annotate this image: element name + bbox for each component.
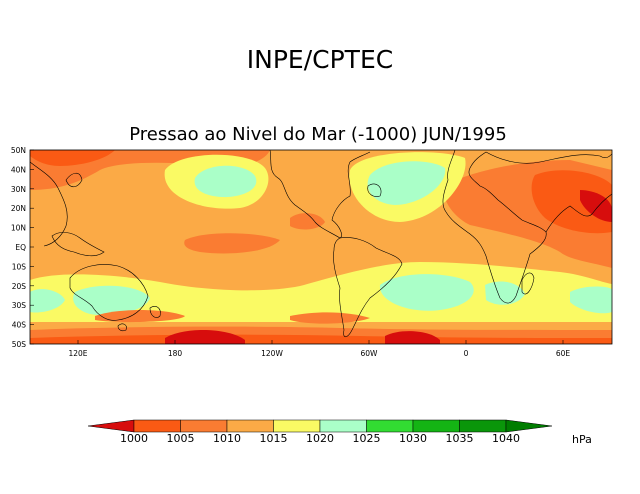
- pressure-map: 50N 40N 30N 20N 10N EQ 10S 20S 30S 40S 5…: [11, 146, 613, 358]
- legend-unit: hPa: [572, 433, 592, 446]
- lat-label: 10S: [12, 262, 27, 271]
- lat-label: 30S: [12, 301, 27, 310]
- legend-label: 1020: [306, 432, 334, 445]
- lat-label: 50N: [11, 146, 26, 155]
- coastlines: [30, 150, 612, 338]
- legend-swatch: [273, 419, 321, 433]
- page-title: INPE/CPTEC: [247, 45, 393, 74]
- florida-outline: [367, 183, 382, 197]
- legend-swatch: [319, 419, 367, 433]
- legend-label: 1015: [260, 432, 288, 445]
- field-chile-low: [290, 312, 370, 324]
- lat-label: 30N: [11, 185, 26, 194]
- south-asia-coast: [545, 193, 612, 233]
- legend-label: 1010: [213, 432, 241, 445]
- field-tasman-low: [95, 310, 185, 323]
- legend-swatch: [412, 419, 460, 433]
- legend-label: 1040: [492, 432, 520, 445]
- field-africa-high: [485, 281, 525, 305]
- australia-coast: [69, 264, 149, 321]
- legend-swatch: [87, 419, 135, 433]
- legend-swatch: [226, 419, 274, 433]
- field-equatorial-low: [184, 233, 280, 254]
- lat-label: 40S: [12, 321, 27, 330]
- field-azores-high-core: [367, 161, 446, 205]
- pressure-fields: [30, 150, 612, 344]
- field-south-high-west: [30, 289, 65, 313]
- lon-label: 60E: [556, 349, 571, 358]
- longitude-axis: 120E 180 120W 60W 0 60E: [68, 340, 570, 358]
- field-asia-low-core: [531, 170, 612, 234]
- legend-swatch: [459, 419, 507, 433]
- field-mexico-low: [290, 213, 325, 230]
- field-north-low-core: [30, 150, 115, 166]
- lat-label: 40N: [11, 165, 26, 174]
- field-south-pacific-deep-low: [165, 329, 245, 344]
- field-south-indian-high: [570, 286, 612, 314]
- madagascar-outline: [521, 272, 535, 295]
- legend-label: 1005: [167, 432, 195, 445]
- japan-outline: [65, 172, 83, 188]
- lon-label: 180: [168, 349, 183, 358]
- field-south-ridge: [30, 262, 612, 322]
- lat-label: 10N: [11, 224, 26, 233]
- maritime-islands: [51, 232, 105, 257]
- lat-label: 20S: [12, 282, 27, 291]
- color-legend: 1000 1005 1010 1015 1020 1025 1030 1035 …: [87, 419, 592, 446]
- legend-label: 1000: [120, 432, 148, 445]
- lon-label: 120W: [261, 349, 283, 358]
- africa-europe-coast: [442, 150, 547, 304]
- field-asia-deep-low: [580, 190, 612, 222]
- lon-label: 120E: [68, 349, 87, 358]
- tasmania-outline: [117, 323, 127, 332]
- legend-label: 1030: [399, 432, 427, 445]
- legend-swatch: [180, 419, 228, 433]
- lat-label: EQ: [15, 243, 26, 252]
- field-south-atlantic-deep-low: [385, 331, 440, 344]
- lat-label: 20N: [11, 204, 26, 213]
- legend-swatch: [505, 419, 553, 433]
- lon-label: 60W: [361, 349, 379, 358]
- legend-swatch: [133, 419, 181, 433]
- legend-label: 1025: [353, 432, 381, 445]
- new-zealand-outline: [149, 306, 161, 318]
- south-america-coast: [333, 237, 403, 338]
- east-asia-coast: [30, 161, 68, 247]
- map-subtitle: Pressao ao Nivel do Mar (-1000) JUN/1995: [129, 124, 507, 145]
- lat-label: 50S: [12, 340, 27, 349]
- legend-swatch: [366, 419, 414, 433]
- legend-label: 1035: [446, 432, 474, 445]
- field-north-pacific-high-core: [194, 165, 257, 198]
- latitude-axis: 50N 40N 30N 20N 10N EQ 10S 20S 30S 40S 5…: [11, 146, 34, 349]
- field-south-atlantic-high: [379, 274, 474, 311]
- field-australia-high: [73, 285, 150, 316]
- eurasia-north-coast: [485, 151, 612, 164]
- lon-label: 0: [464, 349, 469, 358]
